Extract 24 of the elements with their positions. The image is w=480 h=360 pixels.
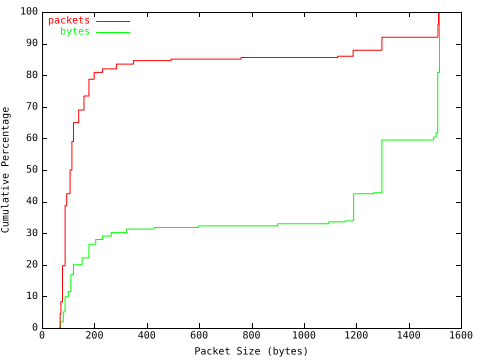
x-tick-label: 600 bbox=[190, 330, 208, 342]
x-tick-label: 0 bbox=[39, 330, 46, 342]
y-tick-label: 100 bbox=[20, 6, 38, 18]
x-tick-label: 1000 bbox=[292, 330, 316, 342]
y-tick-label: 80 bbox=[26, 70, 38, 81]
y-tick-label: 60 bbox=[26, 132, 38, 144]
x-tick-label: 200 bbox=[85, 330, 104, 342]
legend-label: bytes bbox=[60, 26, 90, 38]
y-tick-label: 20 bbox=[26, 259, 38, 270]
x-tick-label: 1400 bbox=[396, 330, 421, 342]
y-tick-label: 50 bbox=[26, 164, 38, 176]
y-tick-label: 30 bbox=[26, 228, 38, 239]
x-axis-title: Packet Size (bytes) bbox=[194, 346, 309, 358]
x-tick-label: 1200 bbox=[344, 330, 368, 342]
y-tick-label: 10 bbox=[26, 290, 38, 302]
y-axis-title: Cumulative Percentage bbox=[0, 106, 12, 234]
y-tick-label: 90 bbox=[26, 38, 38, 50]
x-tick-label: 1600 bbox=[448, 330, 474, 342]
x-tick-label: 800 bbox=[242, 330, 261, 342]
y-tick-label: 70 bbox=[26, 101, 38, 112]
x-tick-label: 400 bbox=[138, 330, 156, 342]
y-tick-label: 40 bbox=[26, 196, 38, 208]
text: packets bbox=[48, 16, 90, 27]
y-tick-label: 0 bbox=[32, 322, 38, 334]
